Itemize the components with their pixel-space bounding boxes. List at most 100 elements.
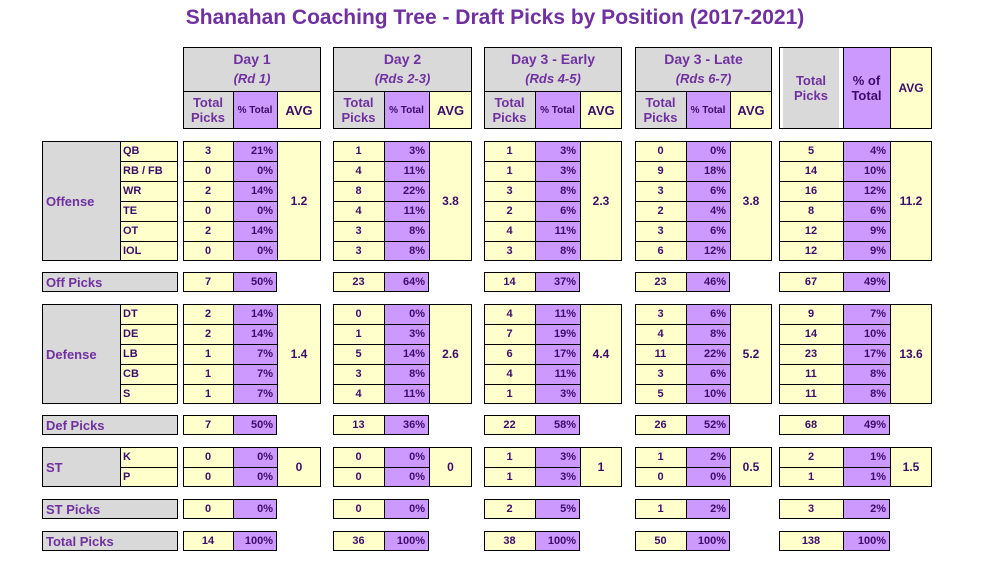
pick-pct: 11%	[384, 161, 429, 181]
pick-pct: 12%	[843, 181, 890, 201]
group-total-pct: 5%	[535, 499, 580, 519]
pick-count: 4	[484, 364, 535, 384]
pick-count: 5	[635, 384, 686, 404]
pct-total-header: % Total	[535, 91, 580, 129]
pick-count: 1	[183, 384, 233, 404]
position-label: DT	[120, 304, 178, 324]
col-divider	[277, 91, 278, 129]
group-total-pct: 2%	[686, 499, 730, 519]
pick-pct: 8%	[843, 364, 890, 384]
col-divider	[233, 531, 234, 551]
pick-pct: 6%	[686, 181, 730, 201]
pick-pct: 2%	[686, 447, 730, 467]
pick-count: 1	[779, 467, 843, 487]
pick-pct: 8%	[535, 181, 580, 201]
group-label: Offense	[42, 141, 120, 261]
grand-total-pct: 100%	[535, 531, 580, 551]
row-divider	[120, 181, 178, 182]
avg-value: 11.2	[890, 141, 932, 261]
pick-pct: 7%	[233, 344, 277, 364]
col-divider	[120, 304, 121, 404]
avg-header: AVG	[429, 91, 472, 129]
pick-count: 16	[779, 181, 843, 201]
position-label: LB	[120, 344, 178, 364]
col-divider	[384, 304, 385, 404]
col-divider	[843, 447, 844, 487]
group-total-count: 14	[484, 272, 535, 292]
pick-count: 4	[484, 221, 535, 241]
group-total-count: 0	[333, 499, 384, 519]
pick-pct: 14%	[233, 221, 277, 241]
group-total-pct: 49%	[843, 415, 890, 435]
group-total-count: 26	[635, 415, 686, 435]
pick-pct: 8%	[535, 241, 580, 261]
row-divider	[183, 161, 277, 162]
col-divider	[277, 447, 278, 487]
total-picks-header: Total Picks	[183, 91, 233, 129]
day-header: Day 2 (Rds 2-3)	[333, 47, 472, 91]
pick-count: 2	[183, 221, 233, 241]
col-divider	[843, 141, 844, 261]
pick-count: 0	[183, 447, 233, 467]
col-divider	[686, 304, 687, 404]
row-divider	[635, 201, 730, 202]
col-divider	[686, 415, 687, 435]
pick-count: 1	[484, 384, 535, 404]
pct-total-header: % Total	[686, 91, 730, 129]
col-divider	[535, 91, 536, 129]
pick-count: 11	[779, 384, 843, 404]
row-divider	[183, 384, 277, 385]
pick-count: 1	[183, 344, 233, 364]
pick-pct: 14%	[384, 344, 429, 364]
row-divider	[183, 344, 277, 345]
pick-count: 0	[333, 447, 384, 467]
row-divider	[333, 181, 429, 182]
day-header: Day 1 (Rd 1)	[183, 47, 321, 91]
position-label: TE	[120, 201, 178, 221]
group-total-count: 13	[333, 415, 384, 435]
pick-pct: 19%	[535, 324, 580, 344]
pick-pct: 11%	[384, 384, 429, 404]
col-divider	[384, 447, 385, 487]
day-header-name: Day 3 - Late	[664, 51, 743, 67]
pick-pct: 14%	[233, 324, 277, 344]
position-label: OT	[120, 221, 178, 241]
col-divider	[233, 141, 234, 261]
total-picks-header: Total Picks	[333, 91, 384, 129]
row-divider	[779, 241, 890, 242]
group-total-count: 3	[779, 499, 843, 519]
row-divider	[635, 344, 730, 345]
pct-total-header: % Total	[384, 91, 429, 129]
group-total-pct: 46%	[686, 272, 730, 292]
group-total-count: 1	[635, 499, 686, 519]
group-total-count: 23	[635, 272, 686, 292]
row-divider	[635, 324, 730, 325]
pick-count: 2	[183, 304, 233, 324]
col-divider	[686, 531, 687, 551]
pick-count: 6	[635, 241, 686, 261]
pick-count: 3	[635, 221, 686, 241]
group-total-count: 7	[183, 415, 233, 435]
col-divider	[580, 304, 581, 404]
position-label: S	[120, 384, 178, 404]
row-divider	[333, 364, 429, 365]
avg-value: 2.6	[429, 304, 472, 404]
grand-total-count: 50	[635, 531, 686, 551]
avg-value: 0	[429, 447, 472, 487]
pick-count: 4	[333, 201, 384, 221]
col-divider	[535, 141, 536, 261]
col-divider	[233, 304, 234, 404]
avg-value: 1	[580, 447, 622, 487]
group-total-pct: 37%	[535, 272, 580, 292]
row-divider	[779, 384, 890, 385]
col-divider	[890, 304, 891, 404]
col-divider	[384, 499, 385, 519]
group-total-pct: 50%	[233, 415, 277, 435]
col-divider	[730, 447, 731, 487]
avg-value: 1.4	[277, 304, 321, 404]
pick-count: 1	[484, 161, 535, 181]
pick-count: 0	[183, 201, 233, 221]
pick-pct: 6%	[686, 221, 730, 241]
group-label: Defense	[42, 304, 120, 404]
day-header-name: Day 1	[233, 51, 271, 67]
